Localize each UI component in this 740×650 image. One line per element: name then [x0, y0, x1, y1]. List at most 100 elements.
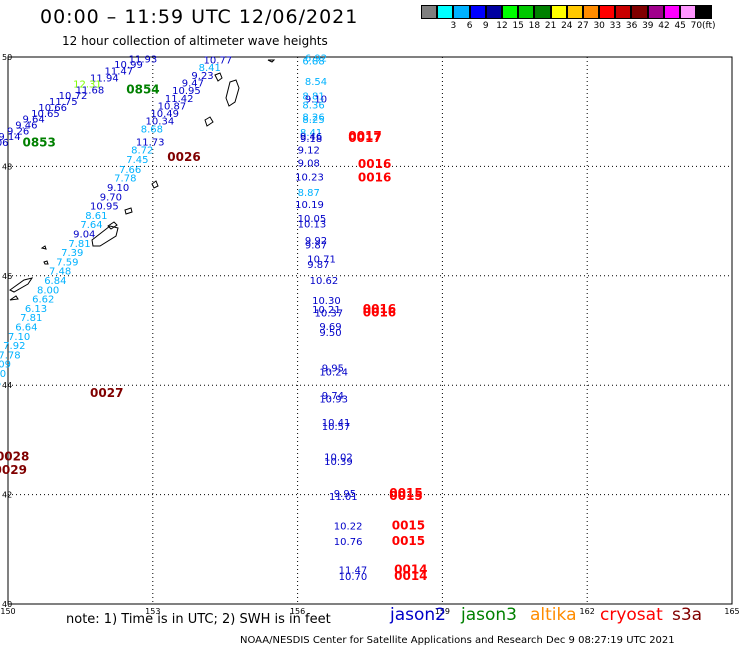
swh-label: 9.87	[307, 260, 329, 271]
pass-time-label: 0016	[358, 171, 391, 185]
pass-time-label: 0016	[363, 302, 396, 316]
swh-label: 11.47	[339, 565, 368, 576]
legend-tick-label: 15	[512, 21, 524, 31]
swh-label: 9.12	[298, 145, 320, 156]
swh-label: 9.06	[0, 138, 9, 149]
coastline	[9, 59, 276, 301]
swh-label: 10.23	[295, 173, 324, 184]
map-grid	[7, 56, 733, 605]
legend-tick-label: 42	[658, 21, 670, 31]
swh-label: 10.22	[334, 522, 363, 533]
swh-label: 11.73	[136, 138, 165, 149]
swh-label: 8.36	[302, 100, 324, 111]
legend-swatch	[421, 5, 438, 19]
lon-tick-label: 156	[290, 607, 305, 616]
swh-label: 11.94	[90, 74, 119, 85]
swh-label: 10.72	[59, 91, 88, 102]
legend-swatch	[582, 5, 600, 19]
lon-tick-label: 159	[435, 607, 450, 616]
swh-label: 10.37	[314, 308, 343, 319]
swh-label: 10.95	[172, 86, 201, 97]
swh-label: 10.05	[298, 214, 327, 225]
legend-swatch	[485, 5, 502, 19]
swh-label: 10.93	[319, 395, 348, 406]
swh-label: 11.75	[49, 97, 78, 108]
island-outline	[9, 277, 34, 293]
swh-label: 7.59	[56, 257, 78, 268]
lat-tick-label: 50	[2, 53, 12, 62]
lon-tick-label: 165	[724, 607, 739, 616]
swh-label: 8.00	[37, 285, 59, 296]
swh-label: 7.48	[49, 267, 71, 278]
mission-label-jason3: jason3	[461, 605, 517, 625]
legend-unit: (ft)	[702, 21, 716, 31]
legend-swatch	[680, 5, 697, 19]
swh-label: 8.26	[302, 112, 324, 123]
legend-tick-label: 6	[466, 21, 473, 31]
legend-swatch	[663, 5, 680, 19]
swh-label: 7.92	[3, 341, 25, 352]
swh-label: 10.13	[298, 220, 327, 231]
legend-swatch	[437, 5, 454, 19]
swh-label: 9.64	[22, 115, 44, 126]
swh-label: 10.62	[310, 276, 339, 287]
swh-label: 7.66	[119, 165, 141, 176]
pass-time-label: 0017	[348, 131, 381, 145]
legend-tick-label: 30	[593, 21, 605, 31]
swh-label: 9.23	[191, 71, 213, 82]
pass-time-label: 0015	[389, 489, 422, 503]
pass-time-label: 0026	[167, 150, 200, 164]
legend-swatch	[550, 5, 567, 19]
pass-time-label: 0014	[394, 562, 427, 576]
swh-label: 7.81	[20, 313, 42, 324]
swh-label: 9.46	[300, 132, 322, 143]
legend-swatch	[566, 5, 583, 19]
legend-swatch	[599, 5, 616, 19]
pass-time-label: 0028	[0, 450, 29, 464]
mission-label-altika: altika	[530, 605, 577, 625]
pass-time-label: 0029	[0, 463, 27, 477]
swh-label: 10.66	[38, 103, 67, 114]
footer-note: note: 1) Time is in UTC; 2) SWH is in fe…	[66, 612, 331, 627]
pass-time-label: 0014	[394, 569, 427, 583]
color-legend: (ft) 3 6 9 12 15 18 21 24 27 30 33 36 39 42 45 70	[421, 5, 716, 33]
swh-label: 8.61	[85, 211, 107, 222]
legend-tick-label: 24	[561, 21, 573, 31]
legend-swatch	[501, 5, 519, 19]
swh-label: 8.25	[302, 115, 324, 126]
legend-swatch	[534, 5, 551, 19]
swh-label: 9.08	[298, 158, 320, 169]
swh-label: 9.95	[334, 489, 356, 500]
island-outline	[91, 225, 119, 247]
swh-label: 7.81	[68, 239, 90, 250]
swh-label: 10.49	[150, 109, 179, 120]
island-outline	[151, 180, 159, 189]
legend-labels: (ft) 3 6 9 12 15 18 21 24 27 30 33 36 39 42 45 70	[421, 19, 716, 33]
swh-label: 9.46	[15, 121, 37, 132]
swh-label: 7.85	[0, 378, 1, 389]
lat-tick-label: 44	[2, 381, 12, 390]
swh-label: 9.14	[0, 132, 21, 143]
lat-tick-label: 40	[2, 600, 12, 609]
swh-label: 11.42	[165, 94, 194, 105]
swh-label: 6.84	[44, 276, 66, 287]
mission-label-cryosat: cryosat	[600, 605, 663, 625]
swh-label: 9.50	[319, 328, 341, 339]
legend-swatch	[469, 5, 486, 19]
swh-label: 10.77	[203, 56, 232, 67]
island-outline	[9, 295, 19, 301]
wave-height-labels: 11.9310.9911.4711.9412.3111.6810.7211.75…	[0, 53, 367, 583]
legend-tick-label: 9	[482, 21, 489, 31]
swh-label: 10.39	[324, 457, 353, 468]
pass-time-label: 0016	[358, 157, 391, 171]
swh-label: 6.88	[302, 57, 324, 68]
map-frame	[7, 56, 733, 605]
swh-label: 9.70	[100, 192, 122, 203]
swh-label: 6.64	[15, 323, 37, 334]
swh-label: 10.34	[146, 116, 175, 127]
island-outline	[267, 59, 276, 63]
map-subtitle: 12 hour collection of altimeter wave hei…	[62, 34, 328, 48]
swh-label: 9.87	[305, 240, 327, 251]
legend-swatches	[421, 5, 713, 19]
